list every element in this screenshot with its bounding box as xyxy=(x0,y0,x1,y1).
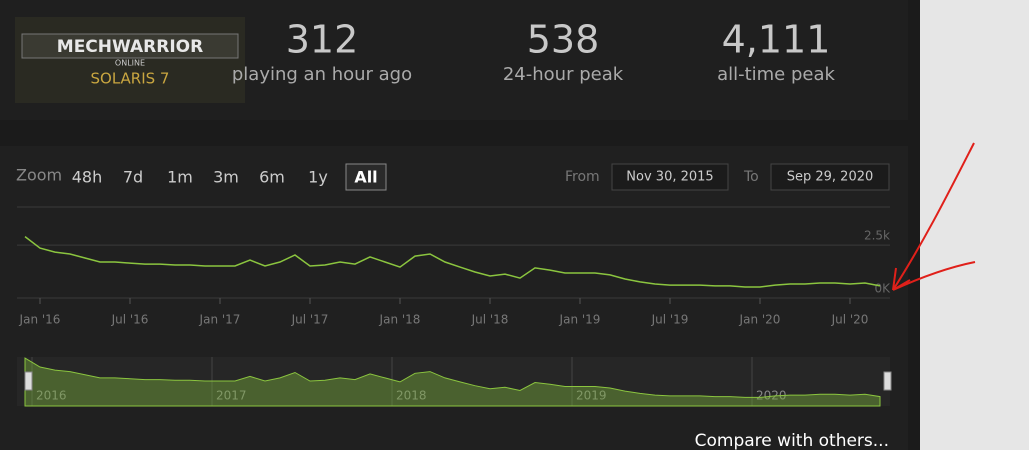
series-line xyxy=(24,236,881,288)
navigator-label: 2019 xyxy=(576,389,607,403)
logo-sub2: SOLARIS 7 xyxy=(91,70,170,88)
stat-label: playing an hour ago xyxy=(232,64,412,85)
navigator: 2016 2017 2018 2019 2020 xyxy=(17,357,892,407)
navigator-label: 2018 xyxy=(396,389,427,403)
handle-right[interactable] xyxy=(883,371,892,391)
x-tick-label: Jul '19 xyxy=(651,313,689,327)
zoom-button[interactable]: 3m xyxy=(213,168,239,187)
x-tick-label: Jan '16 xyxy=(19,313,61,327)
y-tick-label: 0K xyxy=(874,282,891,296)
to-label: To xyxy=(743,169,759,185)
x-tick-label: Jan '20 xyxy=(739,313,781,327)
zoom-selected[interactable] xyxy=(345,163,387,191)
zoom-buttons: 48h 7d 1m 3m 6m 1y All xyxy=(72,163,387,191)
zoom-button[interactable]: 1m xyxy=(167,168,193,187)
y-tick-label: 2.5k xyxy=(864,229,890,243)
zoom-button[interactable]: 48h xyxy=(72,168,103,187)
annotation-arrow xyxy=(892,142,976,291)
plot: 0K 2.5k Jan '16 Jul '16 Jan '17 Jul '17 Jan '1… xyxy=(17,229,891,327)
x-tick-label: Jul '16 xyxy=(111,313,149,327)
navigator-label: 2016 xyxy=(36,389,67,403)
handle-left[interactable] xyxy=(24,371,33,391)
x-tick-label: Jul '20 xyxy=(831,313,869,327)
from-input[interactable] xyxy=(611,163,729,191)
stat-value: 538 xyxy=(527,18,600,62)
logo xyxy=(15,17,245,103)
to-date[interactable]: Sep 29, 2020 xyxy=(787,170,874,185)
zoom-label: Zoom xyxy=(16,166,62,185)
logo-sub: ONLINE xyxy=(115,59,145,68)
x-tick-label: Jul '18 xyxy=(471,313,509,327)
from-date[interactable]: Nov 30, 2015 xyxy=(626,170,713,185)
zoom-button[interactable]: All xyxy=(354,168,377,187)
stat-label: 24-hour peak xyxy=(503,64,624,85)
zoom-button[interactable]: 1y xyxy=(308,168,328,187)
x-tick-label: Jan '17 xyxy=(199,313,241,327)
to-input[interactable] xyxy=(770,163,890,191)
logo-plate xyxy=(21,33,239,59)
stat-label: all-time peak xyxy=(717,64,835,85)
zoom-button[interactable]: 6m xyxy=(259,168,285,187)
from-label: From xyxy=(565,169,600,185)
zoom-button[interactable]: 7d xyxy=(123,168,143,187)
stat-value: 4,111 xyxy=(722,18,831,62)
navigator-label: 2017 xyxy=(216,389,247,403)
logo-title: MECHWARRIOR xyxy=(57,37,203,57)
x-tick-label: Jul '17 xyxy=(291,313,329,327)
navigator-area xyxy=(24,357,881,407)
compare-link[interactable]: Compare with others... xyxy=(695,431,889,450)
navigator-label: 2020 xyxy=(756,389,787,403)
x-tick-label: Jan '18 xyxy=(379,313,421,327)
x-tick-label: Jan '19 xyxy=(559,313,601,327)
side-area xyxy=(920,0,1029,450)
stat-value: 312 xyxy=(286,18,359,62)
